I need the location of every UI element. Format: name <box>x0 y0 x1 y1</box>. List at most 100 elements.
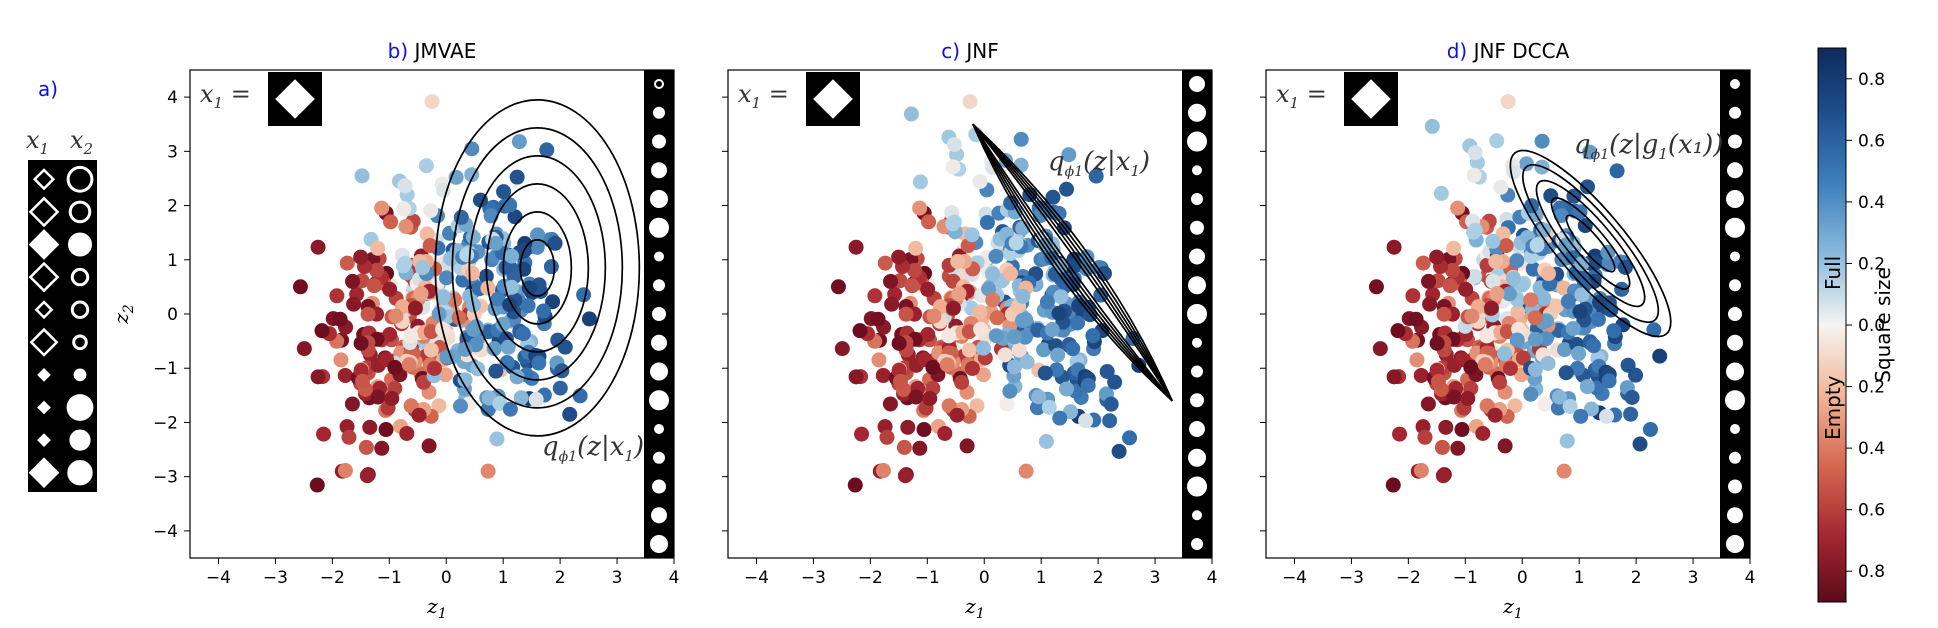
panel-title: b) JMVAE <box>388 39 477 63</box>
scatter-point <box>452 398 468 414</box>
scatter-point <box>1466 167 1482 183</box>
y-axis-label: z2 <box>109 304 137 325</box>
x2-circle <box>650 190 668 208</box>
scatter-point <box>1011 342 1027 358</box>
scatter-point <box>353 362 369 378</box>
scatter-point <box>535 303 551 319</box>
x2-circle <box>1727 507 1743 524</box>
scatter-point <box>883 273 899 289</box>
scatter-point <box>959 438 975 454</box>
scatter-point <box>848 369 864 385</box>
scatter-point <box>892 373 908 389</box>
scatter-point <box>316 426 332 442</box>
scatter-point <box>1506 164 1522 180</box>
scatter-point <box>309 477 325 493</box>
scatter-point <box>999 396 1015 412</box>
x2-circle <box>1727 162 1743 179</box>
x2-circle <box>1729 106 1741 119</box>
panel-title: d) JNF DCCA <box>1447 39 1570 63</box>
scatter-point <box>912 440 928 456</box>
panel-a-circle <box>66 394 94 421</box>
scatter-point <box>382 327 398 343</box>
scatter-point <box>562 406 578 422</box>
scatter-point <box>1586 338 1602 354</box>
scatter-point <box>1525 261 1541 277</box>
colorbar-tick-label: 0.0 <box>1858 316 1885 336</box>
scatter-point <box>1424 118 1440 134</box>
colorbar-label: Square size <box>1871 267 1895 383</box>
scatter-point <box>946 136 962 152</box>
x2-circle <box>1726 190 1744 208</box>
scatter-point <box>907 262 923 278</box>
scatter-point <box>1368 279 1384 295</box>
scatter-panels: b) JMVAE x1 = qϕ1(z|x1) −4 −3 −2 −1 0 1 2 3 4 −4 −3 −2… <box>109 39 1755 622</box>
scatter-point <box>397 178 413 194</box>
x-tick-label: 0 <box>441 568 452 588</box>
scatter-point <box>875 367 891 383</box>
scatter-point <box>1515 350 1531 366</box>
density-annotation: qϕ1(z|x1) <box>542 432 644 465</box>
scatter-point <box>1442 278 1458 294</box>
x2-circle <box>1191 538 1203 550</box>
x-tick-label: 2 <box>1631 568 1642 588</box>
scatter-point <box>949 407 965 423</box>
scatter-point <box>1551 389 1567 405</box>
x2-circle <box>654 424 664 434</box>
scatter-point <box>296 341 312 357</box>
scatter-point <box>1571 346 1587 362</box>
scatter-point <box>504 279 520 295</box>
scatter-point <box>937 425 953 441</box>
y-tick-label: −3 <box>153 468 178 488</box>
scatter-point <box>870 311 886 327</box>
scatter-point <box>572 388 588 404</box>
scatter-point <box>528 392 544 408</box>
density-annotation: qϕ1(z|g1(x₁)) <box>1574 130 1723 163</box>
scatter-point <box>1492 374 1508 390</box>
scatter-point <box>1102 413 1118 429</box>
scatter-point <box>1413 463 1429 479</box>
scatter-point <box>509 169 525 185</box>
panel-a-square <box>28 229 60 260</box>
y-tick-label: −4 <box>153 522 178 542</box>
x2-circle <box>1726 535 1744 553</box>
panel-a-circle <box>66 165 94 193</box>
scatter-point <box>1450 200 1466 216</box>
scatter-point <box>415 260 431 276</box>
scatter-point <box>496 184 512 200</box>
x2-circle <box>1187 304 1207 324</box>
scatter-point <box>1579 379 1595 395</box>
x2-circle <box>652 479 666 494</box>
contour-line <box>1565 214 1616 273</box>
inset-label: x1 = <box>200 80 251 112</box>
scatter-point <box>489 431 505 447</box>
x2-circle <box>1725 217 1745 238</box>
scatter-point <box>1405 288 1421 304</box>
scatter-point <box>854 426 870 442</box>
panel-b: b) JMVAE x1 = qϕ1(z|x1) −4 −3 −2 −1 0 1 2 3 4 −4 −3 −2… <box>109 39 679 622</box>
y-tick-label: 4 <box>167 88 178 108</box>
panel-title: c) JNF <box>941 39 999 63</box>
x-tick-label: 4 <box>669 568 680 588</box>
x2-circle <box>1728 307 1742 321</box>
scatter-point <box>459 247 475 263</box>
x2-circle <box>1187 476 1207 497</box>
scatter-point <box>370 240 386 256</box>
scatter-point <box>521 280 537 296</box>
scatter-point <box>1409 352 1425 368</box>
scatter-point <box>374 440 390 456</box>
scatter-point <box>1002 266 1018 282</box>
scatter-point <box>422 238 438 254</box>
x2-circle <box>1730 424 1740 434</box>
scatter-point <box>830 279 846 295</box>
scatter-point <box>877 255 893 271</box>
panel-a-circle <box>68 232 92 257</box>
scatter-point <box>1562 399 1578 415</box>
scatter-point <box>1467 145 1483 161</box>
scatter-point <box>1430 373 1446 389</box>
scatter-point <box>985 292 1001 308</box>
panel-c: c) JNF x1 = qϕ1(z|x1) −4 −3 −2 −1 0 1 2 3 4 z1 <box>722 39 1217 622</box>
colorbar-empty-label: Empty <box>1821 375 1845 440</box>
x2-circle <box>1191 193 1203 205</box>
scatter-point <box>495 316 511 332</box>
scatter-point <box>1006 359 1022 375</box>
